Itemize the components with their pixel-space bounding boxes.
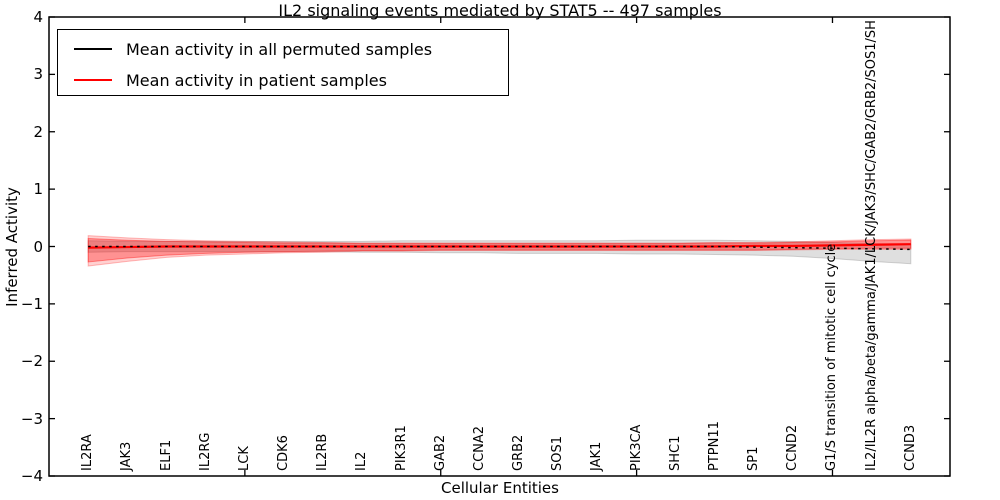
x-category-label: IL2RG: [197, 432, 213, 471]
x-category-label: LCK: [236, 446, 252, 471]
x-category-label: CCNA2: [471, 425, 487, 471]
legend-line-swatch-patient: [74, 79, 112, 81]
legend: Mean activity in all permuted samples Me…: [57, 29, 509, 96]
y-tick-label: 1: [33, 180, 43, 199]
x-category-label: PTPN11: [706, 421, 722, 471]
y-tick-label: −1: [20, 294, 43, 313]
x-category-label: IL2: [354, 451, 370, 471]
x-category-label: IL2RA: [80, 434, 96, 471]
legend-label-permuted: Mean activity in all permuted samples: [126, 39, 433, 59]
patient-mean-line: [88, 243, 911, 249]
x-category-label: ELF1: [158, 439, 174, 471]
x-category-label: GRB2: [511, 434, 527, 471]
x-category-label: PIK3CA: [628, 424, 644, 471]
x-category-label: JAK1: [589, 441, 605, 471]
x-category-label: GAB2: [432, 434, 448, 471]
x-category-label: JAK3: [119, 441, 135, 471]
y-tick-label: 2: [33, 122, 43, 141]
legend-entry-permuted: Mean activity in all permuted samples: [58, 37, 432, 61]
x-category-label: CDK6: [276, 435, 292, 471]
x-axis-label: Cellular Entities: [441, 479, 559, 497]
y-tick-label: 3: [33, 65, 43, 84]
x-category-label: IL2RB: [315, 433, 331, 471]
y-tick-label: −2: [20, 352, 43, 371]
legend-label-patient: Mean activity in patient samples: [126, 70, 387, 90]
x-category-label: CCND3: [902, 424, 918, 471]
y-tick-label: 4: [33, 8, 43, 26]
x-category-label: IL2/IL2R alpha/beta/gamma/JAK1/LCK/JAK3/…: [863, 20, 879, 471]
legend-entry-patient: Mean activity in patient samples: [58, 68, 387, 92]
band-patient-std-outer: [87, 235, 912, 267]
y-tick-label: −4: [20, 467, 43, 485]
legend-line-swatch-permuted: [74, 48, 112, 50]
chart-title: IL2 signaling events mediated by STAT5 -…: [278, 1, 722, 20]
x-category-label: SOS1: [550, 435, 566, 471]
x-category-label: SHC1: [667, 435, 683, 471]
x-category-label: G1/S transition of mitotic cell cycle: [824, 243, 840, 471]
band-patient-std: [87, 237, 912, 263]
x-category-label: SP1: [746, 446, 762, 471]
y-tick-label: 0: [33, 237, 43, 256]
y-tick-label: −3: [20, 409, 43, 428]
x-category-label: PIK3R1: [393, 425, 409, 471]
x-category-label: CCND2: [785, 424, 801, 471]
